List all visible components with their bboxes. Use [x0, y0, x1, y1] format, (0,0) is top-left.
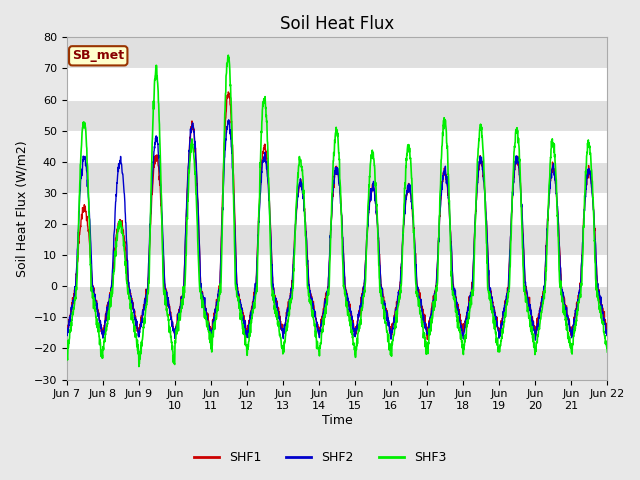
Line: SHF1: SHF1 — [67, 92, 607, 339]
SHF3 — [225, 52, 232, 58]
SHF2 — [365, 209, 372, 215]
X-axis label: Time: Time — [322, 414, 353, 427]
SHF3 — [135, 364, 143, 370]
SHF2 — [225, 117, 232, 123]
Title: Soil Heat Flux: Soil Heat Flux — [280, 15, 394, 33]
Bar — [67, 162, 607, 193]
Line: SHF2: SHF2 — [67, 120, 607, 340]
SHF3 — [556, 285, 564, 290]
Text: SB_met: SB_met — [72, 49, 124, 62]
SHF1 — [214, 300, 221, 306]
Legend: SHF1, SHF2, SHF3: SHF1, SHF2, SHF3 — [189, 446, 451, 469]
SHF1 — [495, 325, 502, 331]
Bar — [67, 99, 607, 131]
SHF1 — [63, 326, 70, 332]
SHF2 — [604, 331, 611, 336]
Bar — [67, 37, 607, 69]
Bar — [67, 348, 607, 380]
SHF3 — [353, 343, 361, 348]
SHF1 — [225, 89, 232, 95]
SHF2 — [556, 262, 564, 268]
SHF3 — [572, 325, 579, 331]
SHF1 — [556, 252, 564, 258]
Bar — [67, 224, 607, 255]
SHF3 — [604, 349, 611, 355]
SHF3 — [495, 345, 502, 350]
Line: SHF3: SHF3 — [67, 55, 607, 367]
Bar — [67, 286, 607, 317]
SHF1 — [353, 324, 360, 330]
SHF2 — [494, 328, 502, 334]
Y-axis label: Soil Heat Flux (W/m2): Soil Heat Flux (W/m2) — [15, 140, 28, 277]
SHF2 — [532, 337, 540, 343]
SHF3 — [63, 356, 70, 362]
SHF1 — [604, 333, 611, 338]
SHF1 — [424, 336, 431, 342]
SHF1 — [365, 211, 372, 217]
SHF1 — [572, 311, 579, 317]
SHF2 — [353, 324, 360, 329]
SHF3 — [214, 308, 221, 313]
SHF2 — [214, 298, 221, 303]
SHF2 — [572, 314, 579, 320]
SHF3 — [365, 189, 372, 195]
SHF2 — [63, 331, 70, 336]
